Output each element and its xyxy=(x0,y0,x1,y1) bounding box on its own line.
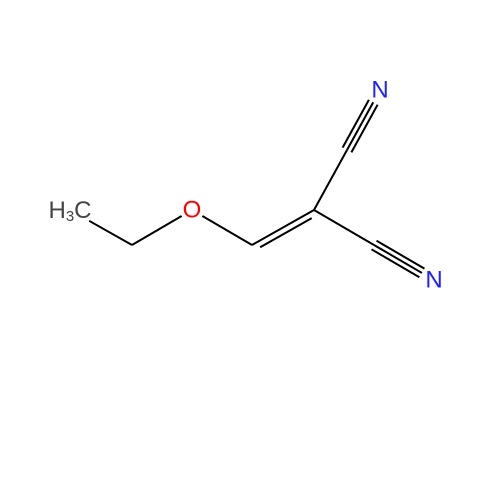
bond-line xyxy=(314,150,347,210)
bond-line xyxy=(371,249,419,277)
atom-label-N_up: N xyxy=(371,77,388,104)
bond-line xyxy=(377,241,425,269)
bond-line xyxy=(374,245,422,273)
bond-line xyxy=(351,105,377,153)
molecule-diagram: H3C O N N xyxy=(0,0,500,500)
bond-line xyxy=(252,210,314,245)
bond-line xyxy=(347,102,373,150)
bond-line xyxy=(314,210,374,245)
atom-label-C_ethyl_CH3: H3C xyxy=(48,197,91,225)
atom-label-O: O xyxy=(183,197,202,224)
bond-line xyxy=(260,218,312,247)
bond-line xyxy=(202,216,252,245)
bond-line xyxy=(343,100,369,148)
molecule-svg: H3C O N N xyxy=(0,0,500,500)
bond-line xyxy=(89,221,132,245)
atom-label-N_down: N xyxy=(425,267,442,294)
bond-line xyxy=(132,216,182,245)
